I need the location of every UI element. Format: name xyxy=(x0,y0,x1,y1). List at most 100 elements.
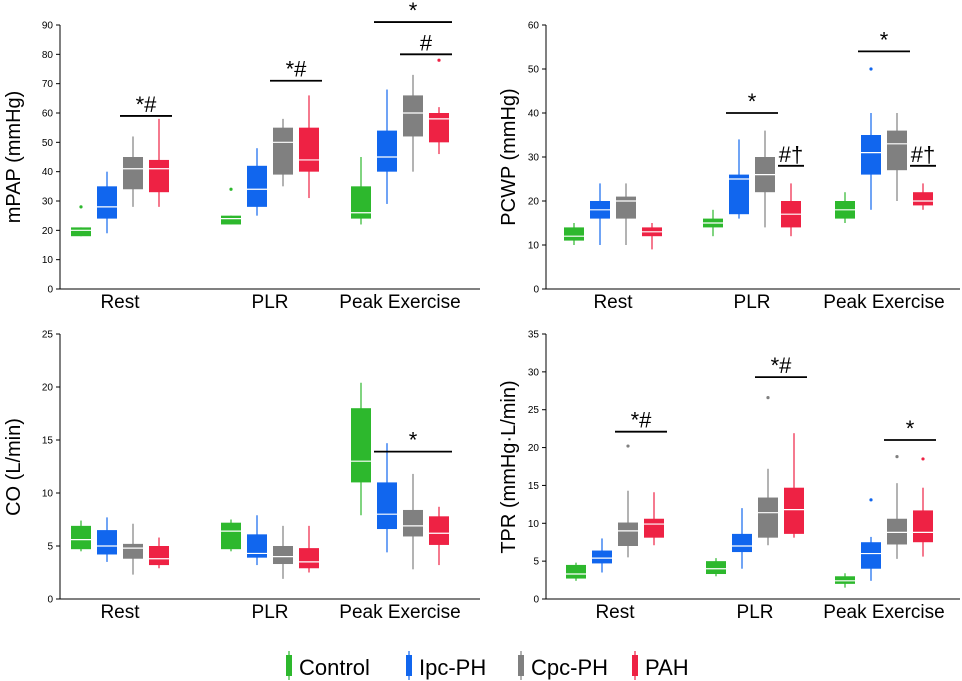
significance-label: *# xyxy=(771,353,793,378)
box xyxy=(149,546,169,566)
y-tick-label: 80 xyxy=(42,50,54,61)
box-outlier xyxy=(869,67,873,71)
category-label: PLR xyxy=(737,602,774,623)
significance-label: * xyxy=(409,428,418,453)
panel-mpap: 0 10 20 30 40 50 60 70 80 90 mPAP (mmHg) Rest PLR Pea… xyxy=(3,0,480,313)
y-tick-label: 40 xyxy=(528,109,540,120)
box xyxy=(221,215,241,225)
box xyxy=(784,487,804,534)
y-tick-label: 90 xyxy=(42,21,54,32)
box xyxy=(97,530,117,555)
box xyxy=(887,518,907,545)
y-tick-label: 20 xyxy=(528,443,540,454)
box xyxy=(377,130,397,172)
significance-label: # xyxy=(420,30,433,55)
box xyxy=(887,130,907,171)
box xyxy=(149,159,169,193)
y-tick-label: 20 xyxy=(42,226,54,237)
box-outlier xyxy=(921,457,925,461)
y-tick-label: 60 xyxy=(42,109,54,120)
box xyxy=(351,186,371,219)
y-tick-label: 10 xyxy=(42,489,54,500)
y-axis-label: TPR (mmHg·L/min) xyxy=(498,380,520,553)
legend-swatch xyxy=(286,655,292,676)
panel-tpr: 0 5 10 15 20 25 30 35 TPR (mmHg·L/min) Rest PLR Pea… xyxy=(498,330,960,623)
category-label: Rest xyxy=(100,292,140,313)
significance-label: * xyxy=(748,89,757,114)
box xyxy=(351,408,371,483)
box-outlier xyxy=(79,205,83,209)
box xyxy=(644,518,664,538)
category-label: Peak Exercise xyxy=(339,292,460,313)
box-outlier xyxy=(869,498,873,502)
y-tick-label: 40 xyxy=(42,167,54,178)
legend-swatch xyxy=(518,655,524,676)
box xyxy=(403,509,423,537)
legend-swatch xyxy=(406,655,412,676)
y-tick-label: 30 xyxy=(528,153,540,164)
box xyxy=(732,533,752,553)
y-axis-label: PCWP (mmHg) xyxy=(498,88,520,225)
category-label: Rest xyxy=(593,292,633,313)
category-label: Rest xyxy=(100,602,140,623)
y-tick-label: 25 xyxy=(528,405,540,416)
y-tick-label: 0 xyxy=(47,285,53,296)
y-tick-label: 0 xyxy=(47,595,53,606)
box xyxy=(247,165,267,207)
y-axis-label: mPAP (mmHg) xyxy=(3,91,25,224)
significance-label: #† xyxy=(911,142,935,167)
legend-label: PAH xyxy=(645,655,689,680)
box xyxy=(71,227,91,237)
y-tick-label: 5 xyxy=(47,542,53,553)
category-label: Peak Exercise xyxy=(823,292,944,313)
legend: Control Ipc-PH Cpc-PH PAH xyxy=(286,651,689,680)
y-tick-label: 30 xyxy=(528,367,540,378)
box xyxy=(299,127,319,172)
box xyxy=(616,196,636,219)
panel-co: 0 5 10 15 20 25 CO (L/min) Rest PLR Peak Exercise… xyxy=(3,330,480,623)
y-tick-label: 0 xyxy=(533,595,539,606)
y-tick-label: 35 xyxy=(528,330,540,341)
y-tick-label: 10 xyxy=(42,255,54,266)
category-label: Peak Exercise xyxy=(823,602,944,623)
significance-label: #† xyxy=(779,142,803,167)
box xyxy=(429,113,449,143)
box-outlier xyxy=(766,396,770,400)
box xyxy=(835,576,855,584)
significance-label: * xyxy=(880,27,889,52)
box xyxy=(299,548,319,569)
significance-label: *# xyxy=(136,92,158,117)
y-tick-label: 25 xyxy=(42,330,54,341)
y-tick-label: 15 xyxy=(528,481,540,492)
significance-label: * xyxy=(409,0,418,23)
y-tick-label: 50 xyxy=(42,138,54,149)
box xyxy=(247,534,267,558)
y-tick-label: 60 xyxy=(528,21,540,32)
box xyxy=(566,564,586,579)
box xyxy=(123,157,143,190)
box xyxy=(729,174,749,215)
y-tick-label: 15 xyxy=(42,436,54,447)
box-outlier xyxy=(895,455,899,459)
box xyxy=(564,227,584,241)
y-axis-label: CO (L/min) xyxy=(3,418,25,516)
y-tick-label: 50 xyxy=(528,65,540,76)
y-tick-label: 5 xyxy=(533,557,539,568)
category-label: PLR xyxy=(252,602,289,623)
legend-label: Control xyxy=(299,655,370,680)
category-label: Rest xyxy=(595,602,635,623)
box-outlier xyxy=(437,58,441,62)
box xyxy=(377,482,397,530)
significance-label: *# xyxy=(286,57,308,82)
box-outlier xyxy=(626,444,630,448)
box xyxy=(273,127,293,175)
significance-label: *# xyxy=(631,408,653,433)
box xyxy=(71,525,91,550)
box xyxy=(403,95,423,137)
significance-label: * xyxy=(906,416,915,441)
y-tick-label: 20 xyxy=(528,197,540,208)
box xyxy=(861,135,881,175)
box xyxy=(592,550,612,564)
category-label: PLR xyxy=(734,292,771,313)
